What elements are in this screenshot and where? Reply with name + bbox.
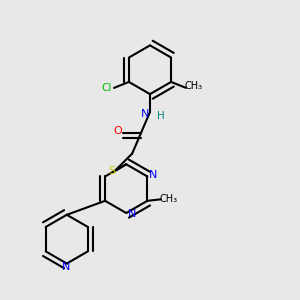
Text: N: N xyxy=(148,170,157,180)
Text: CH₃: CH₃ xyxy=(160,194,178,204)
Text: O: O xyxy=(113,126,122,136)
Text: S: S xyxy=(108,167,116,176)
Text: N: N xyxy=(140,109,149,119)
Text: Cl: Cl xyxy=(101,83,112,93)
Text: CH₃: CH₃ xyxy=(185,81,203,92)
Text: N: N xyxy=(62,262,70,272)
Text: H: H xyxy=(158,110,165,121)
Text: N: N xyxy=(128,209,136,220)
